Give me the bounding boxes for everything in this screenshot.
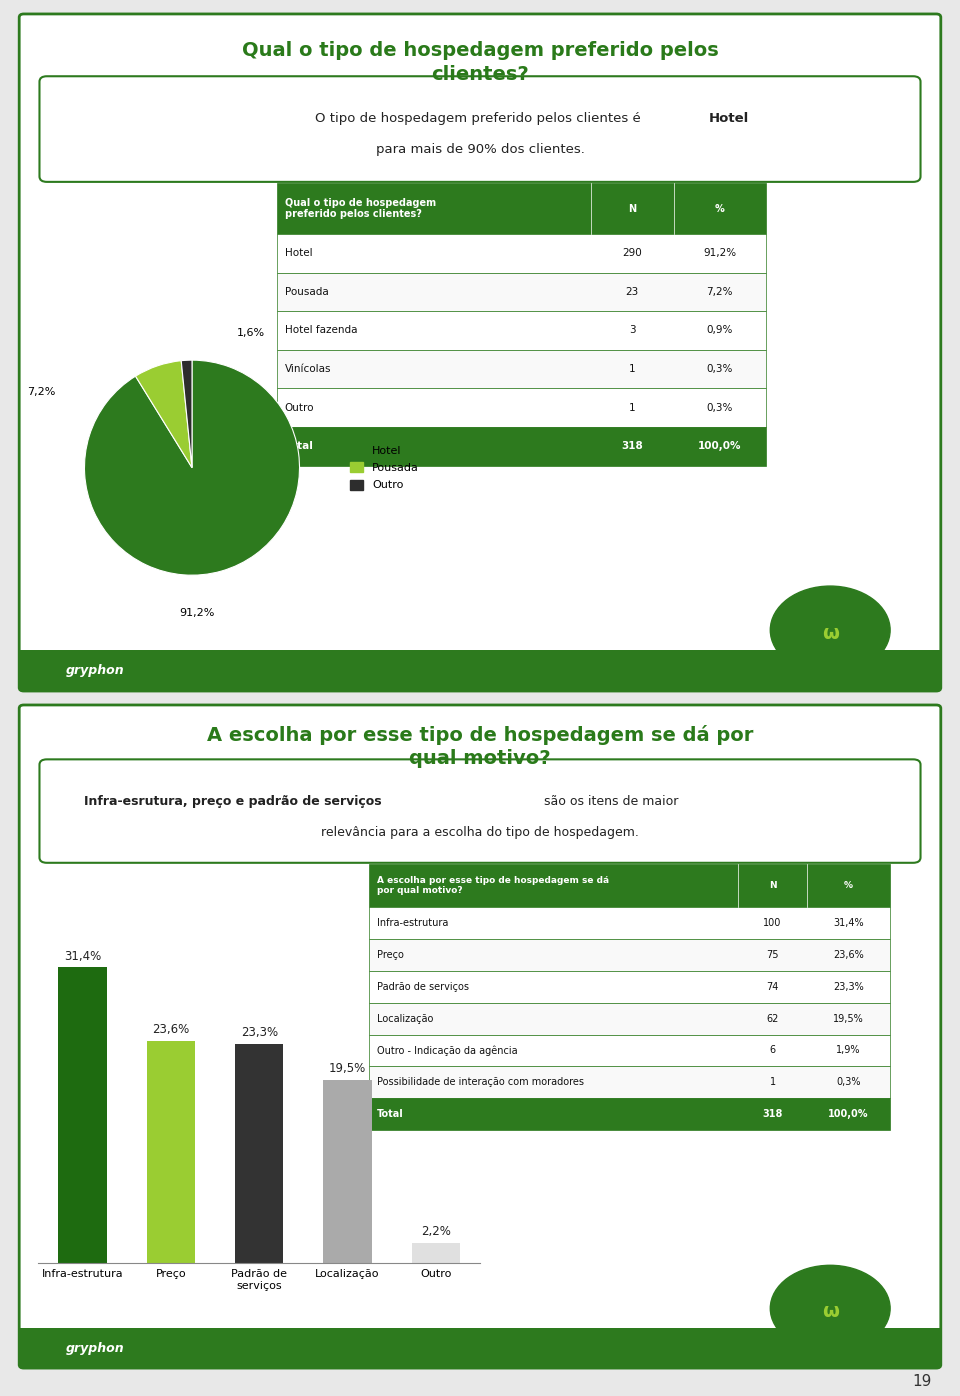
Text: Qual o tipo de hospedagem
preferido pelos clientes?: Qual o tipo de hospedagem preferido pelo… (284, 198, 436, 219)
Text: Infra-estrutura: Infra-estrutura (376, 919, 448, 928)
Text: 23,6%: 23,6% (833, 949, 864, 960)
Text: A escolha por esse tipo de hospedagem se dá por
qual motivo?: A escolha por esse tipo de hospedagem se… (206, 725, 754, 768)
Circle shape (770, 1265, 890, 1351)
Text: 318: 318 (621, 441, 643, 451)
Bar (412, 1242, 460, 1263)
FancyBboxPatch shape (39, 77, 921, 181)
Text: 0,3%: 0,3% (707, 402, 732, 413)
Bar (370, 970, 890, 1002)
Text: Hotel: Hotel (708, 113, 749, 126)
Bar (277, 235, 766, 272)
FancyBboxPatch shape (39, 759, 921, 863)
Text: ω: ω (822, 1302, 839, 1321)
Text: 31,4%: 31,4% (64, 949, 101, 963)
Wedge shape (135, 360, 192, 468)
Bar (147, 1041, 195, 1263)
Text: Possibilidade de interação com moradores: Possibilidade de interação com moradores (376, 1078, 584, 1087)
Bar (277, 388, 766, 427)
Text: 23,3%: 23,3% (833, 981, 864, 991)
Bar (370, 907, 890, 940)
Text: 100,0%: 100,0% (828, 1108, 869, 1120)
Text: 31,4%: 31,4% (833, 919, 864, 928)
Text: Localização: Localização (376, 1013, 433, 1023)
Text: O tipo de hospedagem preferido pelos clientes é: O tipo de hospedagem preferido pelos cli… (315, 113, 645, 126)
Bar (19, 651, 941, 691)
Text: gryphon: gryphon (65, 1342, 124, 1354)
Text: gryphon: gryphon (65, 664, 124, 677)
Circle shape (770, 586, 890, 674)
Text: 0,3%: 0,3% (836, 1078, 861, 1087)
Text: Outro: Outro (284, 402, 314, 413)
Text: Qual o tipo de hospedagem preferido pelos
clientes?: Qual o tipo de hospedagem preferido pelo… (242, 40, 718, 84)
Text: %: % (715, 204, 725, 214)
Text: 7,2%: 7,2% (27, 388, 56, 398)
Text: relevância para a escolha do tipo de hospedagem.: relevância para a escolha do tipo de hos… (321, 826, 639, 839)
Wedge shape (181, 360, 192, 468)
Bar (370, 1067, 890, 1099)
Bar (19, 1329, 941, 1368)
Text: Outro - Indicação da agência: Outro - Indicação da agência (376, 1046, 517, 1055)
Bar (370, 864, 890, 907)
Wedge shape (84, 360, 300, 575)
Bar (370, 1002, 890, 1034)
Text: Infra-esrutura, preço e padrão de serviços: Infra-esrutura, preço e padrão de serviç… (84, 794, 381, 808)
Text: 3: 3 (629, 325, 636, 335)
Text: ω: ω (822, 624, 839, 644)
Text: 19: 19 (912, 1374, 931, 1389)
Bar (370, 940, 890, 970)
Bar (277, 183, 766, 235)
Text: Hotel: Hotel (284, 248, 312, 258)
Text: Total: Total (376, 1108, 403, 1120)
Text: 19,5%: 19,5% (833, 1013, 864, 1023)
Text: 100: 100 (763, 919, 781, 928)
Text: 0,3%: 0,3% (707, 364, 732, 374)
Legend: Hotel, Pousada, Outro: Hotel, Pousada, Outro (346, 440, 423, 496)
Text: Preço: Preço (376, 949, 403, 960)
Bar (370, 1034, 890, 1067)
Text: 91,2%: 91,2% (180, 607, 215, 618)
Text: 19,5%: 19,5% (329, 1062, 366, 1075)
Text: 0,9%: 0,9% (707, 325, 732, 335)
Text: 1: 1 (770, 1078, 776, 1087)
Text: 318: 318 (762, 1108, 782, 1120)
Text: 23,3%: 23,3% (241, 1026, 277, 1039)
Text: N: N (628, 204, 636, 214)
Bar (370, 1099, 890, 1129)
Text: 23,6%: 23,6% (153, 1023, 189, 1036)
Text: 2,2%: 2,2% (420, 1224, 451, 1238)
Text: 6: 6 (770, 1046, 776, 1055)
Text: 100,0%: 100,0% (698, 441, 741, 451)
Text: A escolha por esse tipo de hospedagem se dá
por qual motivo?: A escolha por esse tipo de hospedagem se… (376, 875, 609, 895)
Text: 1: 1 (629, 402, 636, 413)
Text: 7,2%: 7,2% (707, 288, 732, 297)
Text: para mais de 90% dos clientes.: para mais de 90% dos clientes. (375, 142, 585, 156)
Bar (324, 1079, 372, 1263)
Text: 290: 290 (622, 248, 642, 258)
Text: Hotel fazenda: Hotel fazenda (284, 325, 357, 335)
Text: Vinícolas: Vinícolas (284, 364, 331, 374)
Text: 75: 75 (766, 949, 779, 960)
Bar (277, 272, 766, 311)
Text: 1,6%: 1,6% (237, 328, 265, 338)
Text: 1: 1 (629, 364, 636, 374)
Bar (235, 1044, 283, 1263)
Text: Padrão de serviços: Padrão de serviços (376, 981, 468, 991)
Text: Pousada: Pousada (284, 288, 328, 297)
Text: Total: Total (284, 441, 314, 451)
Bar (277, 350, 766, 388)
Text: 62: 62 (766, 1013, 779, 1023)
Text: N: N (769, 881, 777, 891)
Bar (277, 427, 766, 465)
Text: 1,9%: 1,9% (836, 1046, 861, 1055)
FancyBboxPatch shape (19, 14, 941, 691)
Text: 91,2%: 91,2% (703, 248, 736, 258)
Bar (59, 967, 107, 1263)
Text: 23: 23 (625, 288, 638, 297)
Bar (277, 311, 766, 350)
Text: são os itens de maior: são os itens de maior (540, 794, 679, 808)
FancyBboxPatch shape (19, 705, 941, 1368)
Text: %: % (844, 881, 853, 891)
Text: 74: 74 (766, 981, 779, 991)
